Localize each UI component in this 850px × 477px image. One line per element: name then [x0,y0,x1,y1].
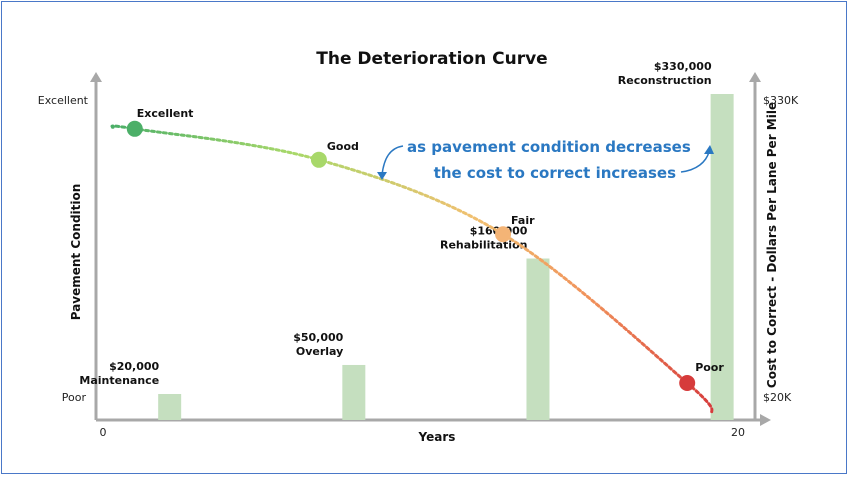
cost-bar-value-label: $50,000 [293,331,343,344]
cost-bar-name-label: Maintenance [79,374,159,387]
left-axis-title: Pavement Condition [69,184,83,321]
point-good [310,151,327,168]
left-tick-excellent: Excellent [38,94,89,107]
point-fair [495,226,512,243]
point-poor [679,375,696,391]
left-tick-poor: Poor [62,391,87,404]
axes [90,72,771,426]
left-axis-arrow [90,72,102,82]
cost-bar-name-label: Reconstruction [618,74,712,87]
annotation-arrowhead-up [704,145,714,154]
cost-bar-value-label: $330,000 [654,60,712,73]
annotation-line-1: as pavement condition decreases [407,138,691,156]
point-excellent [126,120,143,137]
x-tick-0: 0 [100,426,107,439]
cost-bar-maintenance [158,394,182,420]
annotation-arrow-down [381,145,404,176]
cost-bars: $20,000Maintenance$50,000Overlay$160,000… [79,60,734,420]
x-tick-20: 20 [731,426,745,439]
right-tick-max: $330K [763,94,799,107]
point-label-fair: Fair [511,214,535,227]
cost-bar-name-label: Overlay [296,345,343,358]
x-axis-arrow [760,414,771,426]
cost-bar-value-label: $20,000 [109,360,159,373]
right-axis-title: Cost to Correct - Dollars Per Lane Per M… [765,102,779,388]
point-label-excellent: Excellent [137,107,194,120]
point-label-good: Good [327,140,359,153]
right-axis-arrow [749,72,761,82]
point-label-poor: Poor [695,361,724,374]
annotation-arrow-up [680,151,710,173]
annotation-arrowhead-down [377,172,387,180]
annotation: as pavement condition decreases the cost… [377,138,714,182]
annotation-line-2: the cost to correct increases [434,164,676,182]
cost-bar-reconstruction [710,94,734,420]
cost-bar-overlay [342,364,366,420]
right-tick-min: $20K [763,391,792,404]
condition-points: Excellent Good Fair Poor [126,107,724,391]
x-axis-title: Years [418,430,456,444]
cost-bar-rehabilitation [526,258,550,420]
chart-title: The Deterioration Curve [316,49,547,69]
